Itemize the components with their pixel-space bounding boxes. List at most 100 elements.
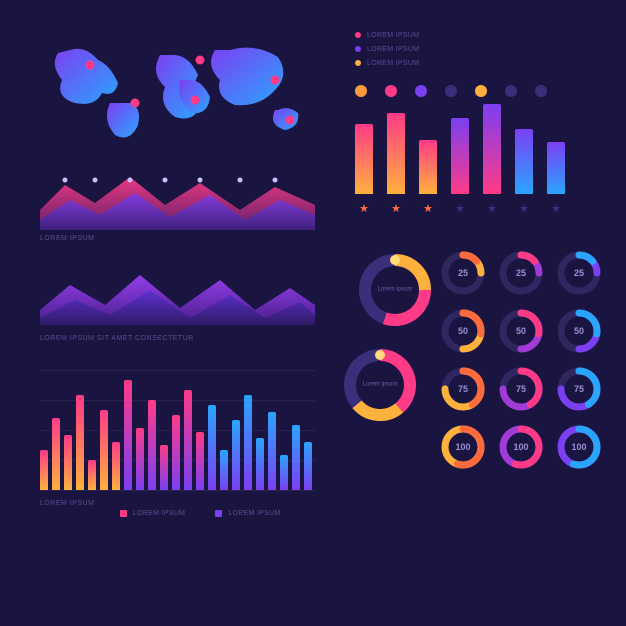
bar — [184, 390, 192, 490]
category-dot — [385, 85, 397, 97]
bar — [483, 104, 501, 194]
area-chart-2 — [40, 260, 315, 325]
star-icon: ★ — [359, 202, 369, 215]
bar — [64, 435, 72, 490]
area2-label: LOREM IPSUM SIT AMET CONSECTETUR — [40, 335, 194, 342]
donut-small: 75 — [556, 366, 602, 412]
donut-row: 25 25 25 — [440, 250, 605, 296]
legend-label: LOREM IPSUM — [133, 510, 185, 517]
bar — [304, 442, 312, 490]
bar — [76, 395, 84, 490]
donut-value: 100 — [571, 442, 586, 452]
area-point — [63, 178, 68, 183]
bar — [419, 140, 437, 194]
bar — [268, 412, 276, 490]
bar — [515, 129, 533, 194]
legend-label: LOREM IPSUM — [367, 60, 419, 67]
donut-arc — [350, 355, 380, 404]
legend-dot-icon — [355, 60, 361, 66]
donut-small: 100 — [440, 424, 486, 470]
area-point — [93, 178, 98, 183]
category-dot — [445, 85, 457, 97]
bar-column: ★ — [483, 104, 501, 215]
star-icon: ★ — [487, 202, 497, 215]
map-pin — [271, 76, 280, 85]
legend-swatch-icon — [120, 510, 127, 517]
bar — [280, 455, 288, 490]
bar-column: ★ — [515, 129, 533, 215]
legend-item: LOREM IPSUM — [355, 28, 419, 42]
map-pin — [86, 61, 95, 70]
bar — [196, 432, 204, 490]
donut-small: 100 — [498, 424, 544, 470]
area1-label: LOREM IPSUM — [40, 235, 95, 242]
area-point — [163, 178, 168, 183]
bar — [232, 420, 240, 490]
bar — [160, 445, 168, 490]
map-svg — [40, 25, 320, 155]
donut-small: 75 — [498, 366, 544, 412]
area-point — [273, 178, 278, 183]
donut-row: 100 100 100 — [440, 424, 605, 470]
bar — [220, 450, 228, 490]
donut-value: 50 — [458, 326, 468, 336]
donut-large: Lorem ipsum — [340, 345, 420, 425]
donut-value: 75 — [458, 384, 468, 394]
donut-small: 50 — [498, 308, 544, 354]
category-dot — [355, 85, 367, 97]
donut-indicator-icon — [390, 255, 400, 265]
bar — [148, 400, 156, 490]
donut-small: 100 — [556, 424, 602, 470]
bar — [387, 113, 405, 194]
bar — [547, 142, 565, 194]
star-icon: ★ — [423, 202, 433, 215]
donut-value: 75 — [516, 384, 526, 394]
donut-value: 25 — [574, 268, 584, 278]
legend-bottom: LOREM IPSUM LOREM IPSUM — [120, 510, 281, 517]
donut-indicator-icon — [375, 350, 385, 360]
area-point — [128, 178, 133, 183]
bar — [112, 442, 120, 490]
donut-arc — [357, 404, 399, 415]
category-dot — [415, 85, 427, 97]
donut-value: 25 — [516, 268, 526, 278]
area-point — [198, 178, 203, 183]
bar-chart-top: ★ ★ ★ ★ ★ ★ ★ — [355, 107, 565, 215]
category-dot — [535, 85, 547, 97]
legend-label: LOREM IPSUM — [367, 46, 419, 53]
donut-value: 75 — [574, 384, 584, 394]
donut-small: 25 — [498, 250, 544, 296]
donut-value: 100 — [513, 442, 528, 452]
donut-small: 50 — [440, 308, 486, 354]
bar — [88, 460, 96, 490]
legend-dot-icon — [355, 32, 361, 38]
donut-grid: 25 25 25 50 — [440, 250, 605, 482]
map-pin — [196, 56, 205, 65]
bar-column: ★ — [355, 124, 373, 215]
gridline — [40, 490, 315, 491]
bar — [40, 450, 48, 490]
star-icon: ★ — [519, 202, 529, 215]
category-dot — [505, 85, 517, 97]
bar-column: ★ — [419, 140, 437, 215]
donut-arc — [385, 290, 425, 320]
legend-item: LOREM IPSUM — [355, 42, 419, 56]
donut-large: Lorem ipsum — [355, 250, 435, 330]
legend-label: LOREM IPSUM — [228, 510, 280, 517]
legend-item: LOREM IPSUM — [215, 510, 280, 517]
donut-small: 50 — [556, 308, 602, 354]
category-dot — [475, 85, 487, 97]
bar — [52, 418, 60, 490]
donut-value: 100 — [455, 442, 470, 452]
star-icon: ★ — [391, 202, 401, 215]
legend-item: LOREM IPSUM — [120, 510, 185, 517]
star-icon: ★ — [455, 202, 465, 215]
donut-value: 50 — [516, 326, 526, 336]
legend-swatch-icon — [215, 510, 222, 517]
bar — [100, 410, 108, 490]
donut-value: 25 — [458, 268, 468, 278]
bar — [451, 118, 469, 195]
map-pin — [191, 96, 200, 105]
legend-label: LOREM IPSUM — [367, 32, 419, 39]
donut-row: 50 50 50 — [440, 308, 605, 354]
